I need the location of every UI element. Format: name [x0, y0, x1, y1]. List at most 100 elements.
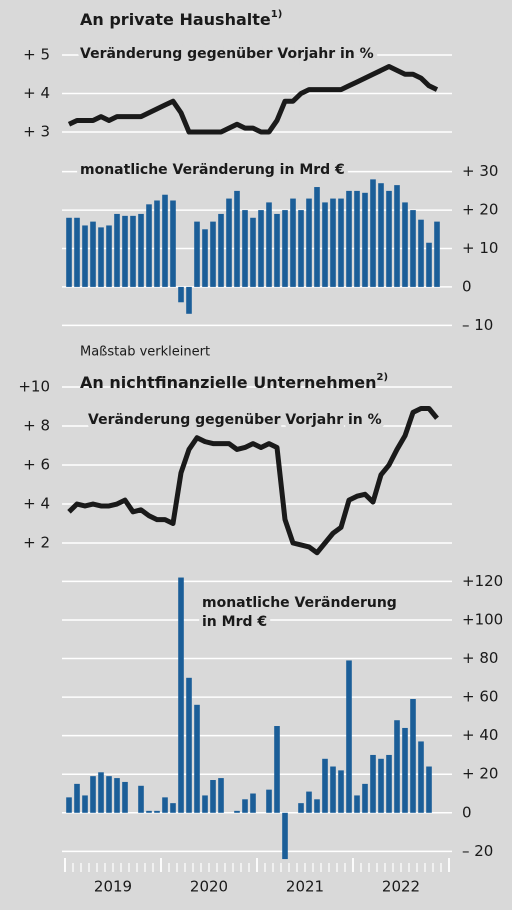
- bar: [138, 213, 144, 287]
- bar: [274, 213, 280, 287]
- bar: [370, 179, 376, 287]
- bar: [314, 187, 320, 287]
- bar: [106, 225, 112, 287]
- bar: [242, 799, 248, 813]
- bar: [338, 770, 344, 813]
- bar: [266, 789, 272, 813]
- bar: [322, 202, 328, 287]
- bar: [314, 799, 320, 813]
- bar: [418, 219, 424, 287]
- bar: [186, 677, 192, 813]
- line: [67, 405, 439, 556]
- bar: [250, 793, 256, 813]
- bar: [242, 210, 248, 287]
- y-tick-label: + 10: [462, 239, 498, 257]
- y-tick-label: + 6: [23, 456, 50, 474]
- bar: [194, 221, 200, 287]
- bar: [354, 795, 360, 813]
- y-tick-label: + 4: [23, 495, 50, 513]
- bar: [362, 783, 368, 813]
- bar: [98, 772, 104, 813]
- bar: [138, 785, 144, 813]
- bar: [122, 215, 128, 287]
- bar: [282, 812, 288, 860]
- y-tick-label: – 10: [462, 316, 493, 334]
- bar: [354, 190, 360, 287]
- y-tick-label: +10: [18, 378, 50, 396]
- bar: [394, 185, 400, 287]
- y-tick-label: + 4: [23, 84, 50, 102]
- bar: [258, 210, 264, 287]
- bar: [386, 190, 392, 287]
- bar: [266, 202, 272, 287]
- bar: [106, 776, 112, 813]
- y-tick-label: + 40: [462, 726, 498, 744]
- x-tick-label: 2021: [286, 878, 324, 896]
- title-text: An nichtfinanzielle Unternehmen: [80, 373, 377, 392]
- bar: [154, 200, 160, 287]
- bar: [370, 754, 376, 813]
- bar: [330, 198, 336, 287]
- bar: [290, 198, 296, 287]
- y-tick-label: + 30: [462, 162, 498, 180]
- bar: [146, 204, 152, 287]
- panel-title: An private Haushalte1): [80, 9, 282, 29]
- bar: [226, 198, 232, 287]
- bar: [74, 217, 80, 287]
- y-tick-label: + 3: [23, 123, 50, 141]
- line: [67, 64, 439, 135]
- y-tick-label: + 2: [23, 534, 50, 552]
- bar: [66, 217, 72, 287]
- bar: [282, 210, 288, 287]
- bar: [194, 704, 200, 813]
- bar: [394, 720, 400, 813]
- x-tick-label: 2019: [94, 878, 132, 896]
- bar: [210, 780, 216, 813]
- y-tick-label: + 5: [23, 46, 50, 64]
- bar: [426, 242, 432, 287]
- bar: [418, 741, 424, 813]
- bar: [186, 286, 192, 314]
- bar: [234, 810, 240, 813]
- bar: [90, 221, 96, 287]
- bar: [298, 803, 304, 813]
- subtitle: Veränderung gegenüber Vorjahr in %: [88, 412, 382, 428]
- x-tick-label: 2020: [190, 878, 228, 896]
- bar: [178, 577, 184, 813]
- y-tick-label: + 8: [23, 417, 50, 435]
- bar: [322, 758, 328, 813]
- bar: [250, 217, 256, 287]
- bar: [202, 795, 208, 813]
- bar: [82, 225, 88, 287]
- bar: [162, 797, 168, 813]
- y-tick-label: – 20: [462, 842, 493, 860]
- bar: [346, 190, 352, 287]
- bar: [90, 776, 96, 813]
- bar: [434, 221, 440, 287]
- bar: [202, 229, 208, 287]
- bar: [386, 754, 392, 813]
- bar: [98, 227, 104, 287]
- subtitle: Veränderung gegenüber Vorjahr in %: [80, 46, 374, 62]
- bar: [346, 660, 352, 813]
- bar: [306, 198, 312, 287]
- bar: [66, 797, 72, 813]
- bar: [378, 183, 384, 287]
- bar: [218, 213, 224, 287]
- bar: [234, 190, 240, 287]
- bar: [210, 221, 216, 287]
- bar: [170, 803, 176, 813]
- bar: [338, 198, 344, 287]
- y-tick-label: 0: [462, 803, 472, 821]
- bar: [74, 783, 80, 813]
- bar: [298, 210, 304, 287]
- bar: [410, 699, 416, 813]
- y-tick-label: 0: [462, 277, 472, 295]
- bar: [410, 210, 416, 287]
- bar: [402, 727, 408, 813]
- title-text: An private Haushalte: [80, 10, 271, 29]
- bar: [274, 726, 280, 813]
- bar: [82, 795, 88, 813]
